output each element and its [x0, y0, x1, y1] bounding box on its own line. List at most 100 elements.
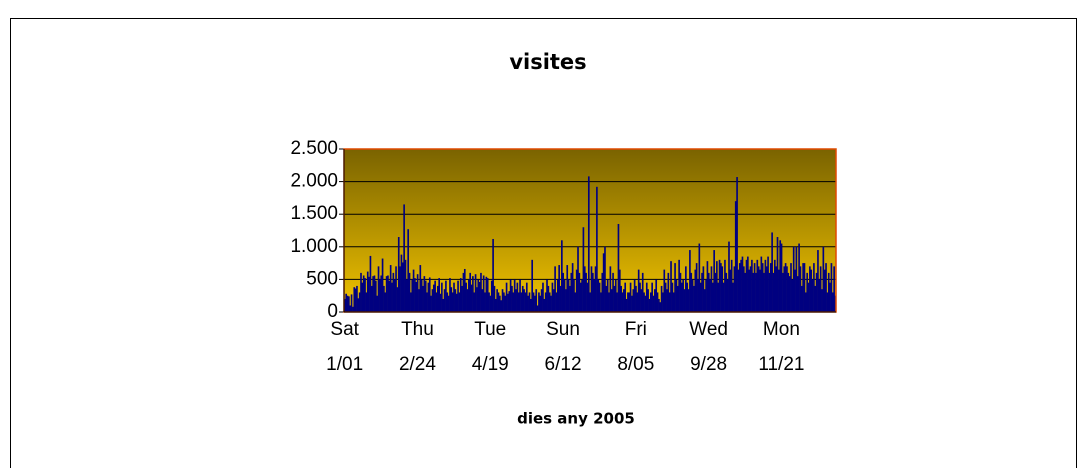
bar: [780, 243, 783, 312]
bar: [674, 263, 676, 312]
bar: [647, 289, 649, 312]
bar: [538, 292, 540, 312]
bar: [490, 280, 493, 312]
bar: [379, 279, 381, 312]
bar: [792, 246, 795, 312]
bar: [583, 266, 586, 312]
bar: [597, 279, 600, 312]
bar: [578, 272, 581, 312]
bar: [354, 288, 357, 312]
bar: [833, 266, 835, 312]
bar: [416, 274, 419, 312]
bar: [814, 285, 817, 312]
bar: [748, 269, 751, 312]
bar: [640, 289, 643, 312]
bar: [831, 292, 834, 312]
bar: [687, 289, 690, 312]
bar: [453, 282, 455, 312]
bar: [726, 279, 729, 312]
bar: [375, 280, 377, 312]
bar: [465, 282, 467, 312]
bar: [391, 282, 393, 312]
bar: [470, 284, 473, 312]
bar: [488, 292, 490, 312]
bar: [713, 250, 715, 312]
bar: [830, 263, 833, 312]
bar: [798, 243, 800, 312]
bar: [664, 282, 667, 312]
bar: [356, 285, 358, 312]
bar: [822, 246, 825, 312]
bar: [697, 279, 699, 312]
bar: [499, 295, 501, 312]
bar: [608, 292, 610, 312]
bar: [601, 272, 604, 312]
bar: [643, 292, 645, 312]
bar: [649, 292, 652, 312]
bar: [577, 246, 579, 312]
bar: [744, 272, 746, 312]
bar: [552, 289, 555, 312]
bar: [517, 292, 520, 312]
bar: [818, 279, 821, 312]
bar: [764, 259, 767, 312]
bar: [515, 289, 517, 312]
bar: [765, 266, 768, 312]
bar: [574, 292, 577, 312]
bar: [396, 287, 399, 312]
bar: [403, 204, 405, 312]
bar: [701, 272, 703, 312]
bar: [795, 246, 798, 312]
bar: [393, 279, 396, 312]
bar: [395, 266, 397, 312]
bar: [718, 259, 721, 312]
bar: [360, 272, 362, 312]
bar: [462, 272, 465, 312]
y-tick-label: 500: [306, 268, 338, 289]
bar: [566, 265, 569, 312]
bar: [639, 282, 641, 312]
bar: [806, 272, 808, 312]
bar: [755, 272, 757, 312]
bar: [724, 259, 726, 312]
y-tick-label: 1.000: [290, 236, 338, 257]
bar: [761, 263, 764, 312]
bar: [786, 266, 788, 312]
bar: [563, 279, 566, 312]
bar: [772, 272, 775, 312]
bar: [803, 263, 806, 312]
bar: [660, 285, 663, 312]
bar: [447, 295, 450, 312]
x-tick-label: Sun 6/12: [544, 319, 582, 375]
bar: [450, 287, 453, 312]
bar: [400, 254, 403, 312]
bar: [370, 285, 373, 312]
bar: [492, 238, 494, 312]
bar: [565, 289, 567, 312]
bar: [707, 272, 710, 312]
bar: [551, 282, 554, 312]
bar: [532, 292, 535, 312]
bar: [705, 279, 707, 312]
bar: [791, 279, 794, 312]
bar: [751, 259, 753, 312]
bar: [771, 232, 773, 312]
bar: [361, 282, 364, 312]
bar: [821, 289, 823, 312]
bar: [397, 237, 400, 312]
bar: [432, 284, 435, 312]
bar: [512, 292, 515, 312]
bar: [794, 269, 796, 312]
bar: [714, 272, 717, 312]
bar: [544, 292, 547, 312]
bar: [556, 279, 559, 312]
bar: [454, 289, 457, 312]
bar: [629, 282, 632, 312]
chart-title: visites: [509, 50, 586, 74]
bar: [589, 292, 591, 312]
bar: [628, 292, 631, 312]
bar: [345, 293, 347, 312]
bar: [678, 259, 680, 312]
bar: [671, 282, 674, 312]
